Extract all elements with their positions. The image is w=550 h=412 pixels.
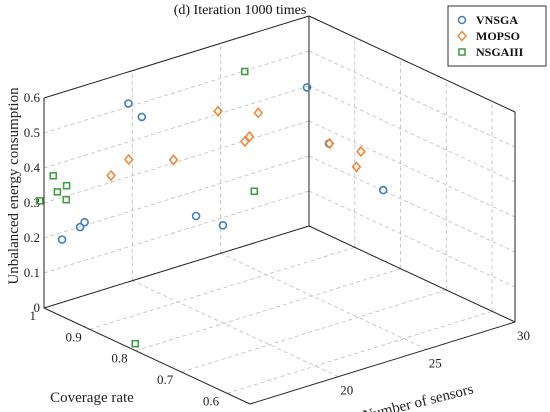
gridline-back-z (43, 155, 310, 239)
data-point-nsgaiii (250, 187, 259, 196)
z-axis-label: Unbalanced energy consumption (6, 87, 22, 285)
legend-marker-nsgaiii (458, 48, 466, 56)
data-point-vnsga (124, 99, 133, 108)
data-point-nsgaiii (62, 181, 71, 190)
data-point-vnsga (137, 112, 147, 122)
gridline-floor-y (226, 310, 493, 394)
gridline-back-z (43, 50, 310, 134)
data-point-nsgaiii (241, 67, 249, 76)
z-tick-label: 0 (34, 300, 41, 315)
data-point-mopso (324, 137, 335, 150)
legend-marker-vnsga (457, 15, 467, 25)
x-axis-label: Number of sensors (361, 381, 475, 412)
data-point-vnsga (80, 217, 89, 227)
data-point-nsgaiii (49, 172, 57, 180)
data-point-mopso (356, 145, 366, 158)
axis-box-edge (43, 225, 310, 309)
gridline-back-z (43, 190, 310, 274)
x-tick-label: 30 (517, 328, 530, 343)
y-tick-label: 0.6 (203, 393, 220, 408)
data-point-mopso (253, 107, 264, 119)
data-point-vnsga (378, 185, 388, 195)
y-axis-label: Coverage rate (50, 390, 134, 406)
data-point-nsgaiii (131, 339, 139, 348)
legend-label-mopso: MOPSO (476, 29, 520, 43)
data-point-vnsga (218, 221, 228, 230)
z-tick-label: 0.2 (24, 230, 40, 245)
gridline-floor-y (181, 289, 447, 373)
legend-box (447, 5, 547, 67)
x-tick-label: 25 (429, 355, 442, 370)
grid-layer (43, 15, 516, 405)
chart-title: (d) Iteration 1000 times (174, 3, 307, 18)
gridline-right-z (308, 155, 516, 253)
gridline-floor-x (220, 252, 427, 350)
axis-box-edge (249, 321, 516, 405)
gridline-floor-x (132, 280, 339, 378)
z-tick-label: 0.3 (24, 195, 40, 210)
gridline-floor-y (89, 246, 355, 330)
data-point-mopso (106, 169, 116, 182)
data-point-mopso (351, 161, 362, 173)
legend-label-vnsga: VNSGA (476, 13, 518, 27)
axes-box (43, 15, 516, 405)
data-point-mopso (244, 130, 255, 143)
data-point-mopso (123, 153, 134, 166)
z-tick-label: 0.1 (24, 265, 40, 280)
data-point-vnsga (302, 83, 312, 92)
gridline-right-z (308, 120, 516, 218)
data-point-nsgaiii (35, 197, 44, 205)
data-point-mopso (213, 105, 223, 117)
axis-box-edge (43, 307, 251, 405)
data-point-vnsga (191, 211, 201, 221)
gridline-right-z (308, 190, 516, 288)
data-point-nsgaiii (53, 188, 62, 196)
gridline-right-z (308, 85, 516, 183)
gridline-right-z (308, 50, 516, 148)
data-point-vnsga (57, 235, 67, 244)
axis-box-edge (43, 15, 310, 99)
axis-box-edge (308, 225, 516, 323)
z-tick-label: 0.5 (24, 125, 40, 140)
y-tick-label: 0.7 (157, 372, 174, 387)
y-tick-label: 1 (30, 308, 37, 323)
x-tick-label: 20 (340, 383, 353, 398)
legend-label-nsgaiii: NSGAIII (476, 45, 524, 59)
y-tick-label: 0.9 (66, 329, 82, 344)
data-point-vnsga (75, 222, 85, 232)
data-point-mopso (239, 135, 250, 148)
z-tick-label: 0.6 (24, 90, 41, 105)
legend: VNSGA MOPSO NSGAIII (447, 5, 547, 67)
gridline-back-z (43, 120, 310, 204)
tick-labels: 0 0.1 0.2 0.3 0.4 0.5 0.6 0.6 0.7 0.8 0.9 1 15 20 25 30 (24, 90, 530, 412)
legend-marker-mopso (456, 30, 468, 42)
x-tick-label: 15 (252, 410, 265, 412)
data-point-nsgaiii (62, 195, 70, 204)
z-tick-label: 0.4 (24, 160, 41, 175)
gridline-floor-y (135, 268, 401, 352)
y-tick-label: 0.8 (111, 351, 127, 366)
data-point-mopso (168, 154, 179, 166)
axis-box-edge (308, 15, 516, 113)
gridline-back-z (43, 85, 310, 169)
data-points (35, 67, 388, 348)
